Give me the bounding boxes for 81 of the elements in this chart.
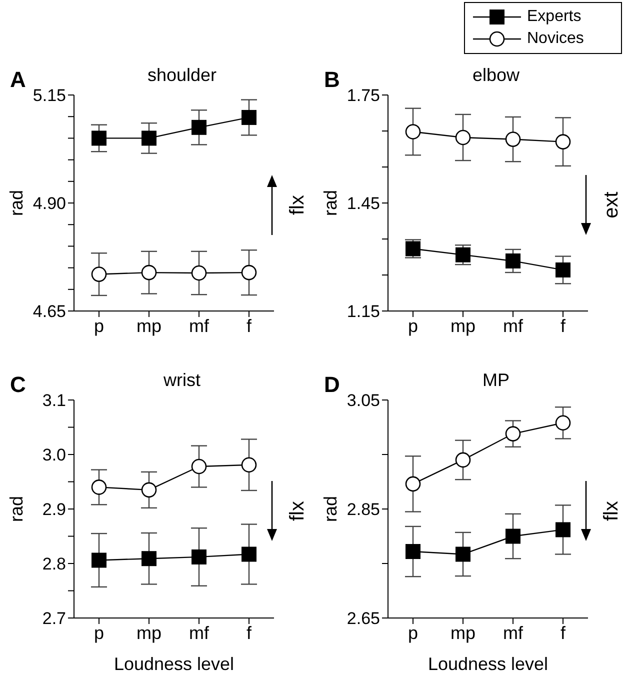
text: flx: [600, 500, 624, 521]
x-tick-label: f: [246, 316, 252, 336]
y-tick-label: 3.0: [42, 446, 66, 465]
x-axis-title: Loudness level: [428, 654, 548, 674]
x-tick-label: mf: [189, 622, 210, 643]
point: [556, 262, 570, 278]
x-tick-label: p: [94, 316, 104, 336]
y-tick-label: 2.7: [42, 609, 66, 628]
point: [555, 415, 571, 431]
point: [142, 551, 156, 566]
point: [455, 130, 471, 146]
legend-label: Novices: [527, 30, 584, 48]
chart-title: wrist: [162, 370, 202, 391]
x-tick-label: p: [408, 316, 418, 336]
point: [505, 132, 521, 147]
point: [91, 480, 107, 495]
text: B: [324, 67, 340, 93]
point: [456, 247, 470, 262]
legend-label: Experts: [527, 8, 582, 26]
y-axis-title: rad: [320, 190, 340, 216]
x-tick-label: p: [408, 622, 418, 643]
chart-title: elbow: [471, 65, 521, 86]
y-tick-label: 2.8: [42, 554, 66, 574]
point: [405, 124, 421, 140]
y-tick-label: 3.1: [42, 391, 66, 410]
y-tick-label: 1.75: [346, 86, 380, 106]
x-tick-label: f: [560, 316, 566, 336]
point: [456, 546, 470, 562]
point: [142, 130, 156, 146]
point: [241, 264, 257, 280]
point: [141, 482, 157, 498]
x-tick-label: p: [94, 622, 104, 643]
point: [455, 452, 471, 468]
text: D: [324, 372, 340, 398]
x-tick-label: mf: [503, 316, 524, 336]
y-tick-label: 4.65: [32, 302, 66, 322]
text: flx: [286, 194, 310, 215]
y-tick-label: 3.05: [346, 391, 380, 410]
x-tick-label: mf: [189, 316, 210, 336]
point: [91, 266, 107, 282]
y-axis-title: rad: [6, 190, 26, 216]
point: [555, 134, 571, 150]
x-tick-label: mp: [136, 316, 162, 336]
y-tick-label: 1.15: [346, 302, 380, 322]
x-tick-label: f: [246, 622, 252, 643]
point: [242, 110, 256, 125]
x-tick-label: mp: [450, 622, 476, 643]
point: [505, 426, 521, 442]
point: [92, 130, 106, 146]
text: A: [10, 67, 26, 93]
y-axis-title: rad: [6, 496, 26, 522]
x-tick-label: mp: [450, 316, 476, 336]
x-tick-label: mf: [503, 622, 524, 643]
y-tick-label: 5.15: [32, 86, 66, 106]
point: [191, 265, 207, 281]
y-tick-label: 1.45: [346, 194, 380, 214]
y-tick-label: 4.90: [32, 194, 66, 214]
y-axis-title: rad: [320, 496, 340, 522]
x-tick-label: f: [560, 622, 566, 643]
y-tick-label: 2.65: [346, 609, 380, 628]
point: [242, 546, 256, 562]
text: flx: [286, 500, 310, 521]
point: [406, 544, 420, 560]
chart-title: shoulder: [146, 65, 218, 86]
x-axis-title: Loudness level: [114, 654, 234, 674]
point: [241, 457, 257, 473]
point: [192, 120, 206, 135]
point: [192, 549, 206, 564]
point: [92, 552, 106, 568]
text: ext: [600, 192, 624, 218]
point: [191, 458, 207, 474]
chart-title: MP: [482, 370, 510, 391]
x-tick-label: mp: [136, 622, 162, 643]
text: C: [10, 372, 26, 398]
point: [141, 264, 157, 280]
point: [405, 476, 421, 492]
point: [506, 253, 520, 268]
y-tick-label: 2.85: [346, 500, 380, 520]
point: [556, 522, 570, 538]
y-tick-label: 2.9: [42, 500, 66, 520]
point: [506, 528, 520, 544]
